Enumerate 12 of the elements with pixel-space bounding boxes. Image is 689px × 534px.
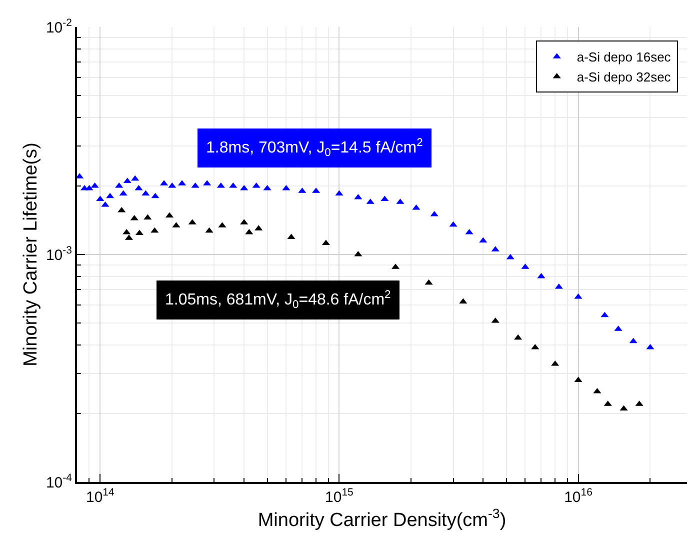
y-tick-label: 10$^{-2}$ bbox=[46, 16, 72, 36]
x-tick-label: 10$^{14}$ bbox=[86, 486, 115, 506]
y-tick-label: 10$^{-3}$ bbox=[46, 244, 72, 264]
x-axis-title: Minority Carrier Density(cm$^{-3}$) bbox=[258, 506, 506, 531]
annotation: 1.05ms, 681mV, J$_{0}$=48.6 fA/cm$^{2}$ bbox=[165, 289, 391, 312]
x-tick-label: 10$^{16}$ bbox=[564, 486, 593, 506]
x-tick-label: 10$^{15}$ bbox=[325, 486, 354, 506]
legend-label: a-Si depo 32sec bbox=[576, 70, 672, 85]
annotation: 1.8ms, 703mV, J$_{0}$=14.5 fA/cm$^{2}$ bbox=[206, 137, 423, 160]
y-axis-title: Minority Carrier Lifetime(s) bbox=[20, 142, 42, 366]
legend-label: a-Si depo 16sec bbox=[576, 50, 672, 65]
y-tick-label: 10$^{-4}$ bbox=[46, 472, 72, 492]
